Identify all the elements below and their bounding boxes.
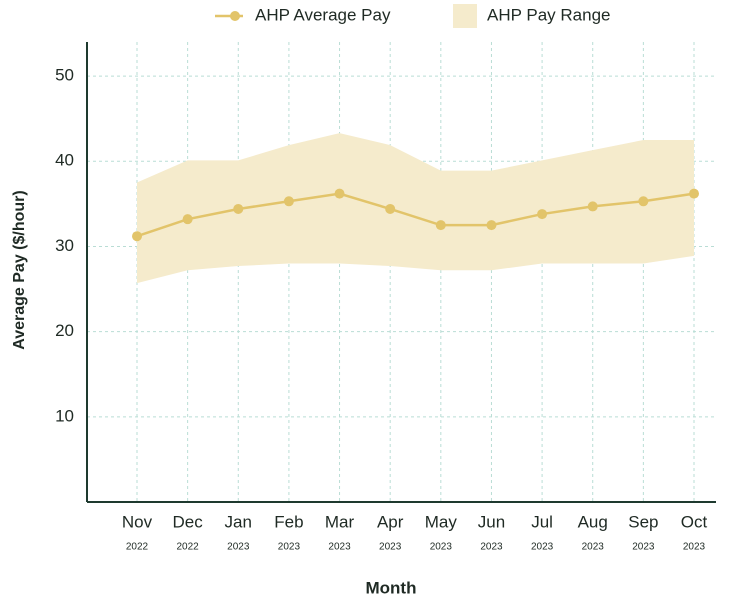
x-tick-year: 2023 — [683, 542, 706, 553]
x-tick-label: Jul — [531, 512, 553, 531]
x-tick-label: May — [425, 512, 458, 531]
x-tick-year: 2023 — [328, 542, 351, 553]
point — [385, 203, 396, 214]
x-tick-label: Dec — [173, 512, 204, 531]
x-tick-label: Nov — [122, 512, 153, 531]
point — [689, 188, 699, 199]
x-tick-year: 2023 — [227, 542, 250, 553]
y-axis-label: Average Pay ($/hour) — [11, 190, 28, 349]
legend-swatch — [453, 4, 477, 28]
x-tick-year: 2023 — [379, 542, 402, 553]
point — [638, 196, 649, 207]
x-tick-year: 2023 — [278, 542, 301, 553]
x-tick-label: Jun — [478, 512, 505, 531]
point — [334, 188, 345, 199]
point — [233, 203, 244, 214]
point — [435, 220, 446, 231]
y-tick-label: 30 — [55, 236, 74, 255]
x-tick-label: Oct — [681, 512, 708, 531]
y-tick-label: 40 — [55, 151, 74, 170]
x-tick-year: 2023 — [430, 542, 453, 553]
y-tick-label: 10 — [55, 406, 74, 425]
point — [182, 214, 193, 225]
x-tick-year: 2023 — [531, 542, 554, 553]
x-axis-label: Month — [366, 578, 417, 597]
x-tick-label: Sep — [628, 512, 658, 531]
x-tick-year: 2023 — [480, 542, 503, 553]
x-tick-label: Jan — [225, 512, 252, 531]
y-tick-label: 50 — [55, 66, 74, 85]
x-tick-year: 2022 — [177, 542, 200, 553]
x-tick-label: Feb — [274, 512, 303, 531]
range-band — [137, 133, 694, 284]
x-tick-year: 2023 — [632, 542, 655, 553]
legend-point — [230, 11, 240, 21]
y-tick-label: 20 — [55, 321, 74, 340]
point — [537, 209, 548, 220]
x-tick-year: 2022 — [126, 542, 149, 553]
x-tick-label: Aug — [578, 512, 608, 531]
point — [486, 220, 497, 231]
x-tick-label: Mar — [325, 512, 355, 531]
legend-label: AHP Pay Range — [487, 5, 610, 24]
point — [132, 231, 142, 242]
point — [587, 201, 598, 212]
x-tick-year: 2023 — [582, 542, 605, 553]
point — [283, 196, 294, 207]
line — [136, 192, 695, 238]
x-tick-label: Apr — [377, 512, 404, 531]
legend-label: AHP Average Pay — [255, 5, 391, 24]
